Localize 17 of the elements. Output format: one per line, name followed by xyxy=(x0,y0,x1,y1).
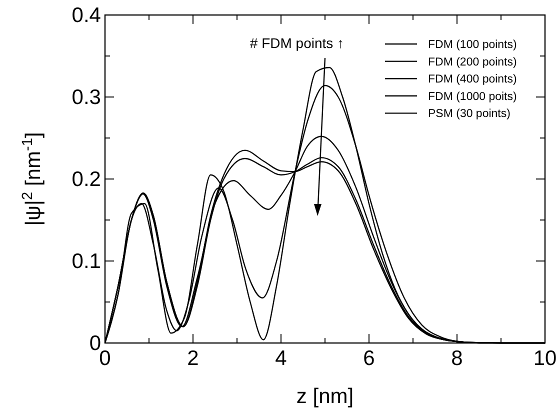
y-tick-label: 0.4 xyxy=(72,4,102,27)
y-tick-label: 0 xyxy=(89,332,101,355)
x-tick-label: 4 xyxy=(275,347,288,370)
legend-label: FDM (1000 poits) xyxy=(428,90,518,103)
y-tick-label: 0.2 xyxy=(72,168,101,191)
legend-label: FDM (200 points) xyxy=(428,56,518,68)
legend-label: FDM (100 points) xyxy=(428,39,518,51)
x-tick-label: 10 xyxy=(533,347,556,370)
legend-label: FDM (400 points) xyxy=(428,74,518,86)
x-tick-label: 2 xyxy=(187,347,199,370)
x-tick-label: 6 xyxy=(363,347,375,370)
x-tick-label: 8 xyxy=(451,347,463,370)
legend-label: PSM (30 points) xyxy=(428,108,511,120)
x-axis-title: z [nm] xyxy=(296,385,354,408)
y-tick-label: 0.1 xyxy=(72,250,101,273)
y-tick-label: 0.3 xyxy=(72,86,101,109)
annotation: # FDM points ↑ xyxy=(250,35,344,51)
